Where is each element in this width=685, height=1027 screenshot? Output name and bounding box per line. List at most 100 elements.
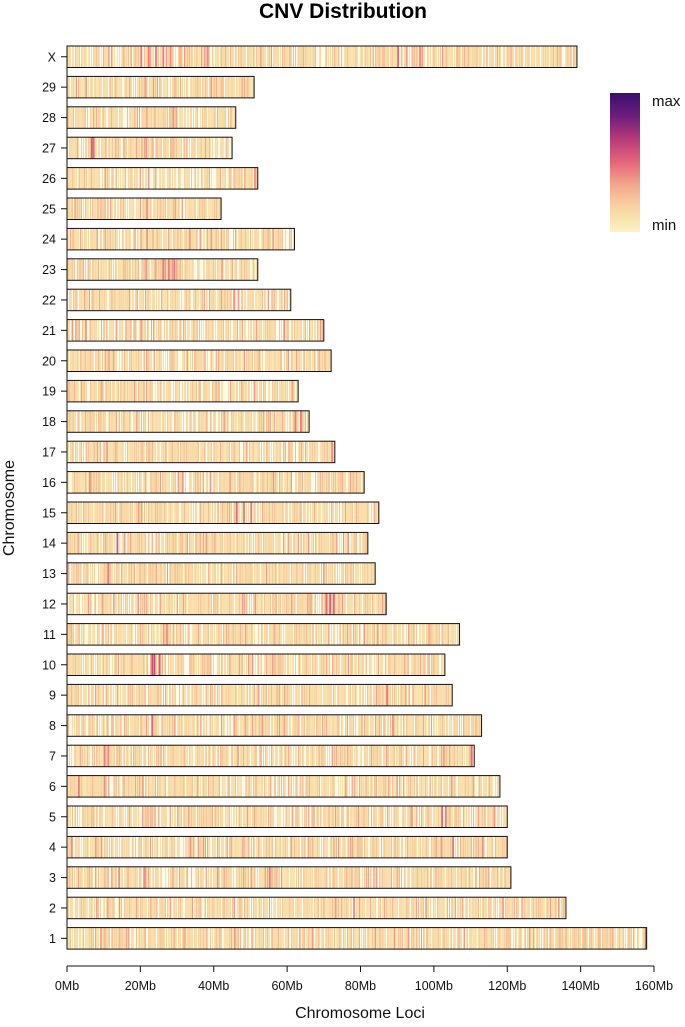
chr-26-label: 26 (42, 172, 56, 186)
chr-27-hotspot-1 (90, 137, 93, 159)
chr-8-label: 8 (49, 719, 56, 733)
chr-25-density-stripes (67, 198, 221, 220)
chr-23-hotspot-2 (167, 258, 170, 281)
legend-max-label: max (652, 93, 681, 110)
chr-29-density-stripes (67, 76, 254, 98)
chr-15-hotspot-2 (243, 502, 245, 524)
chr-23-label: 23 (42, 263, 56, 277)
chr-4-label: 4 (49, 841, 56, 855)
chr-24-density-stripes (67, 228, 294, 250)
chr-21-hotspot-2 (140, 319, 143, 342)
chr-25-label: 25 (42, 202, 56, 216)
chr-x-density-stripes (67, 46, 577, 68)
chr-x-hotspot-6 (206, 46, 209, 68)
chr-27-hotspot-2 (92, 137, 95, 159)
chr-18-label: 18 (42, 415, 56, 429)
chr-26-hotspot-1 (254, 167, 256, 190)
chr-1-density-stripes (67, 927, 647, 950)
chr-22-density-stripes (67, 289, 291, 311)
chr-28-label: 28 (42, 111, 56, 125)
chr-10-hotspot-3 (158, 654, 161, 676)
chr-13-label: 13 (42, 567, 56, 581)
chr-7-density-stripes (67, 745, 474, 767)
chr-23-hotspot-1 (162, 258, 165, 281)
chr-11-label: 11 (43, 628, 56, 642)
chr-4-hotspot-2 (452, 836, 454, 858)
x-tick-label: 60Mb (271, 979, 302, 993)
chr-20-label: 20 (42, 354, 56, 368)
chr-3-hotspot-1 (118, 866, 121, 889)
chr-20-density-stripes (67, 350, 331, 372)
chr-27-label: 27 (42, 141, 56, 155)
chr-3-hotspot-2 (144, 866, 146, 889)
chr-x-hotspot-2 (147, 46, 150, 68)
chr-1-hotspot-1 (644, 927, 647, 950)
x-tick-label: 0Mb (55, 979, 79, 993)
chr-9-label: 9 (49, 689, 56, 703)
chr-2-hotspot-1 (353, 897, 355, 919)
chr-8-density-stripes (67, 714, 482, 737)
chart-title: CNV Distribution (259, 0, 427, 23)
chr-6-label: 6 (49, 780, 56, 794)
chr-13-hotspot-1 (107, 562, 110, 585)
chr-3-hotspot-3 (268, 866, 271, 889)
x-tick-label: 80Mb (345, 979, 376, 993)
color-legend: max min (610, 93, 681, 234)
legend-gradient-bar (610, 93, 640, 232)
chr-29-hotspot-1 (85, 76, 88, 98)
chr-10-density-stripes (67, 654, 445, 676)
chr-x-hotspot-1 (140, 46, 143, 68)
chr-17-density-stripes (67, 441, 335, 463)
chr-15-label: 15 (42, 506, 56, 520)
chr-13-density-stripes (67, 562, 375, 585)
chr-16-hotspot-1 (89, 471, 91, 494)
chr-4-hotspot-1 (70, 836, 73, 858)
chr-4-density-stripes (67, 836, 507, 858)
chr-8-hotspot-1 (151, 714, 154, 737)
chr-x-hotspot-7 (397, 46, 399, 68)
chr-22-label: 22 (42, 293, 56, 307)
chr-12-label: 12 (42, 597, 56, 611)
chr-28-density-stripes (67, 106, 236, 129)
chr-25-hotspot-1 (74, 198, 77, 220)
chr-24-label: 24 (42, 233, 56, 247)
chr-7-label: 7 (49, 749, 56, 763)
chr-10-hotspot-1 (151, 654, 154, 676)
chr-x-hotspot-4 (162, 46, 165, 68)
chr-7-hotspot-1 (103, 745, 106, 767)
x-tick-label: 140Mb (562, 979, 600, 993)
chr-6-hotspot-1 (78, 775, 80, 798)
chr-16-label: 16 (42, 476, 56, 490)
x-tick-label: 20Mb (125, 979, 156, 993)
x-axis-label: Chromosome Loci (295, 1005, 425, 1022)
chr-5-label: 5 (49, 810, 56, 824)
chr-21-label: 21 (42, 324, 56, 338)
chr-23-density-stripes (67, 258, 258, 281)
chr-19-label: 19 (42, 385, 56, 399)
chr-17-hotspot-1 (331, 441, 333, 463)
chr-x-hotspot-5 (169, 46, 172, 68)
chr-16-density-stripes (67, 471, 364, 494)
chromosome-bands: X292827262524232221201918171615141312111… (42, 45, 648, 950)
chr-10-hotspot-2 (153, 654, 156, 676)
chr-21-density-stripes (67, 319, 324, 342)
chr-14-label: 14 (42, 537, 56, 551)
chr-11-density-stripes (67, 623, 460, 646)
chr-2-density-stripes (67, 897, 566, 919)
chr-1-label: 1 (49, 932, 56, 946)
chr-5-density-stripes (67, 806, 507, 828)
chr-12-hotspot-2 (329, 593, 332, 615)
chr-12-hotspot-1 (325, 593, 328, 615)
chr-9-density-stripes (67, 684, 452, 706)
x-tick-label: 160Mb (635, 979, 673, 993)
chr-6-density-stripes (67, 775, 500, 798)
chr-x-hotspot-8 (419, 46, 421, 68)
chr-6-hotspot-2 (103, 775, 106, 798)
x-axis: 0Mb 20Mb 40Mb 60Mb 80Mb 100Mb 120Mb 140Mb 160Mb (55, 965, 673, 993)
chr-15-hotspot-1 (235, 502, 238, 524)
chr-12-hotspot-3 (333, 593, 335, 615)
y-axis-label: Chromosome (1, 460, 18, 556)
chr-18-hotspot-1 (294, 410, 297, 433)
chr-12-density-stripes (67, 593, 386, 615)
chr-9-hotspot-1 (386, 684, 388, 706)
